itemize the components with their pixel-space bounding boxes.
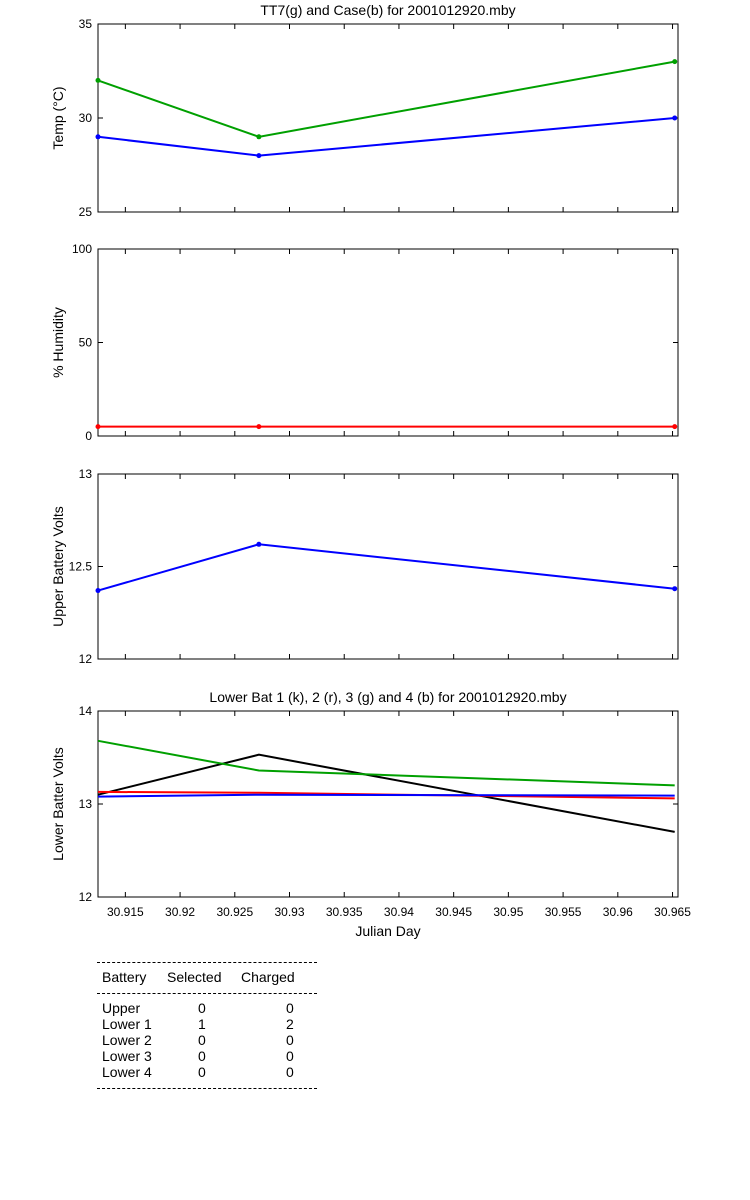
- table-bottom-rule: [97, 1088, 317, 1089]
- x-tick-label: 30.94: [384, 905, 414, 919]
- table-row: Lower 3 0 0: [97, 1048, 317, 1064]
- battery-name: Upper: [102, 1000, 141, 1016]
- charged-value: 0: [286, 1032, 294, 1048]
- selected-value: 0: [198, 1064, 206, 1080]
- upper-battery-chart: 12 12.5 13 Upper Battery Volts: [50, 467, 679, 666]
- data-point: [256, 134, 262, 140]
- y-axis-label: Upper Battery Volts: [50, 506, 66, 627]
- y-axis-label: Temp (°C): [50, 86, 66, 149]
- plot-area: [97, 248, 679, 437]
- charged-value: 2: [286, 1016, 294, 1032]
- battery-name: Lower 2: [102, 1032, 152, 1048]
- data-point: [95, 588, 101, 594]
- data-point: [256, 541, 262, 547]
- y-axis-label: % Humidity: [50, 307, 66, 378]
- chart-title: TT7(g) and Case(b) for 2001012920.mby: [260, 2, 515, 18]
- data-point: [256, 424, 262, 430]
- x-tick-label: 30.935: [326, 905, 363, 919]
- y-tick-label: 50: [79, 336, 93, 350]
- y-axis-label: Lower Batter Volts: [50, 747, 66, 861]
- plot-area: [97, 23, 679, 213]
- x-tick-label: 30.92: [165, 905, 195, 919]
- y-tick-label: 12: [79, 652, 93, 666]
- y-tick-label: 12: [79, 890, 93, 904]
- table-row: Upper 0 0: [97, 1000, 317, 1016]
- x-tick-label: 30.95: [493, 905, 523, 919]
- selected-value: 0: [198, 1000, 206, 1016]
- data-point: [672, 586, 678, 592]
- y-tick-label: 25: [79, 205, 93, 219]
- x-axis-label: Julian Day: [355, 923, 420, 939]
- header-selected: Selected: [167, 969, 222, 985]
- x-tick-label: 30.915: [107, 905, 144, 919]
- series-line-lower-bat-2: [97, 790, 675, 800]
- y-tick-label: 35: [79, 17, 93, 31]
- selected-value: 0: [198, 1048, 206, 1064]
- y-tick-label: 0: [85, 429, 92, 443]
- series-line-lower-bat-3: [97, 739, 675, 787]
- header-charged: Charged: [241, 969, 295, 985]
- table-row: Lower 4 0 0: [97, 1064, 317, 1080]
- charged-value: 0: [286, 1000, 294, 1016]
- table-top-rule: [97, 962, 317, 963]
- chart-title: Lower Bat 1 (k), 2 (r), 3 (g) and 4 (b) …: [209, 689, 566, 705]
- series-line-lower-bat-4: [97, 793, 675, 798]
- figure: 25 30 35 Temp (°C) TT7(g) and Case(b) for 20…: [50, 2, 691, 939]
- table-header-row: Battery Selected Charged: [97, 963, 317, 993]
- battery-name: Lower 1: [102, 1016, 152, 1032]
- battery-status-table: Battery Selected Charged Upper 0 0 Lower…: [97, 962, 317, 1089]
- table-header-rule: [97, 993, 317, 994]
- x-tick-label: 30.955: [545, 905, 582, 919]
- data-point: [672, 424, 678, 430]
- y-tick-label: 13: [79, 467, 93, 481]
- y-tick-label: 12.5: [69, 560, 93, 574]
- y-tick-label: 100: [72, 242, 92, 256]
- lower-battery-chart: 12 13 14 Lower Batter Volts Lower Bat 1 (k),…: [50, 689, 691, 939]
- battery-name: Lower 4: [102, 1064, 152, 1080]
- header-battery: Battery: [102, 969, 147, 985]
- x-tick-label: 30.965: [654, 905, 691, 919]
- series-line-case: [97, 117, 675, 157]
- data-point: [95, 77, 101, 83]
- y-tick-label: 14: [79, 704, 93, 718]
- data-point: [256, 153, 262, 159]
- x-tick-label: 30.96: [603, 905, 633, 919]
- temperature-chart: 25 30 35 Temp (°C) TT7(g) and Case(b) for 20…: [50, 2, 679, 219]
- humidity-chart: 0 50 100 % Humidity: [50, 242, 679, 443]
- table-body: Upper 0 0 Lower 1 1 2 Lower 2 0 0 Lower …: [97, 994, 317, 1088]
- plot-area: [97, 710, 679, 898]
- selected-value: 0: [198, 1032, 206, 1048]
- data-point: [95, 424, 101, 430]
- charged-value: 0: [286, 1064, 294, 1080]
- x-tick-label: 30.925: [216, 905, 253, 919]
- data-point: [95, 134, 101, 140]
- y-tick-label: 30: [79, 111, 93, 125]
- selected-value: 1: [198, 1016, 206, 1032]
- table-row: Lower 2 0 0: [97, 1032, 317, 1048]
- series-line-lower-bat-1: [97, 753, 675, 833]
- y-tick-label: 13: [79, 797, 93, 811]
- data-point: [672, 115, 678, 121]
- x-tick-label: 30.93: [274, 905, 304, 919]
- x-tick-label: 30.945: [435, 905, 472, 919]
- table-row: Lower 1 1 2: [97, 1016, 317, 1032]
- series-line-upper-battery: [97, 543, 675, 592]
- data-point: [672, 59, 678, 65]
- charged-value: 0: [286, 1048, 294, 1064]
- battery-name: Lower 3: [102, 1048, 152, 1064]
